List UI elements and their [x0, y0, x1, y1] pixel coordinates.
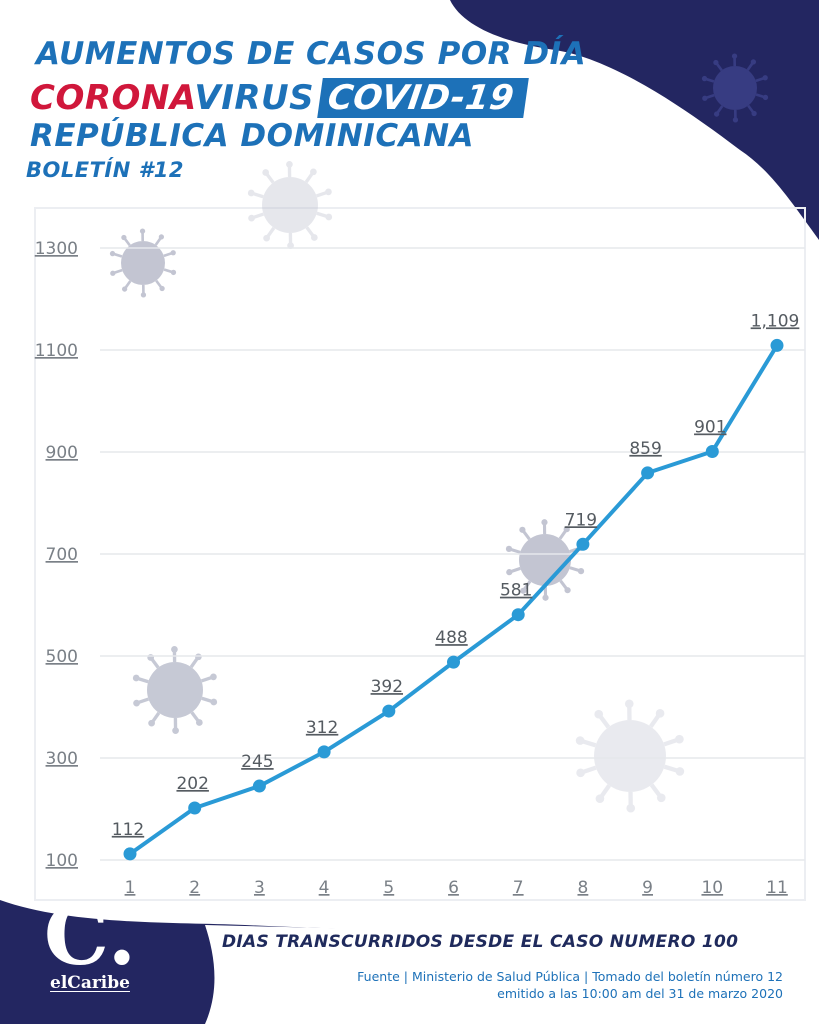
data-label: 202	[176, 774, 208, 794]
title-virus: VIRUS	[194, 78, 315, 118]
x-tick-label: 4	[319, 878, 330, 898]
x-axis-label: DIAS TRANSCURRIDOS DESDE EL CASO NUMERO …	[222, 932, 739, 952]
y-tick-label: 500	[46, 647, 78, 667]
data-label: 859	[629, 439, 661, 459]
data-label: 245	[241, 752, 273, 772]
top-right-navy-shape	[450, 0, 819, 240]
coronavirus-icon	[132, 646, 218, 734]
data-label: 901	[694, 417, 726, 437]
data-point	[252, 779, 266, 793]
y-tick-label: 700	[46, 545, 78, 565]
data-labels: 112 202 245 312 392 488 581 719 859 901 1,109	[112, 311, 800, 839]
data-label: 488	[435, 628, 467, 648]
logo-name: elCaribe	[50, 973, 130, 993]
data-label: 1,109	[751, 311, 800, 331]
x-tick-label: 3	[254, 878, 265, 898]
y-tick-label: 900	[46, 443, 78, 463]
x-tick-label: 2	[189, 878, 200, 898]
logo-mark: C.	[43, 888, 137, 984]
data-label: 112	[112, 820, 144, 840]
data-point	[447, 655, 460, 669]
data-point	[511, 608, 525, 622]
x-tick-label: 10	[701, 878, 723, 898]
y-axis-ticks: 100 300 500 700 900 1100 1300	[35, 239, 78, 871]
title-line-2: CORONAVIRUS COVID-19	[30, 78, 529, 118]
coronavirus-icon	[109, 228, 177, 298]
data-label: 719	[565, 510, 597, 530]
coronavirus-icon	[701, 53, 769, 123]
x-tick-label: 5	[383, 878, 394, 898]
source-line-2: emitido a las 10:00 am del 31 de marzo 2…	[497, 986, 783, 1001]
data-point	[123, 847, 137, 861]
data-point	[382, 704, 396, 718]
decorative-icons	[109, 53, 769, 813]
title-corona: CORONA	[30, 78, 195, 118]
y-tick-label: 1100	[35, 341, 78, 361]
x-tick-label: 8	[577, 878, 588, 898]
data-point	[188, 801, 202, 815]
coronavirus-icon	[247, 161, 333, 249]
y-tick-label: 300	[46, 749, 78, 769]
bottom-band-white	[205, 925, 819, 1024]
source-note: Fuente | Ministerio de Salud Pública | T…	[357, 968, 783, 1002]
elcaribe-logo: C. elCaribe	[40, 895, 140, 993]
coronavirus-icon	[575, 699, 685, 813]
bulletin-number: BOLETÍN #12	[26, 158, 184, 182]
grid-lines	[100, 247, 805, 861]
data-label: 312	[306, 718, 338, 738]
y-tick-label: 100	[46, 851, 78, 871]
data-point	[576, 537, 590, 551]
y-tick-label: 1300	[35, 239, 78, 259]
title-line-3: REPÚBLICA DOMINICANA	[30, 118, 475, 154]
source-line-1: Fuente | Ministerio de Salud Pública | T…	[357, 969, 783, 984]
data-point	[770, 338, 784, 352]
data-point	[705, 444, 719, 458]
x-axis-ticks: 1 2 3 4 5 6 7 8 9 10 11	[125, 878, 788, 898]
data-point	[317, 745, 331, 759]
title-line-1: AUMENTOS DE CASOS POR DÍA	[36, 36, 587, 72]
data-points	[123, 338, 784, 861]
x-tick-label: 7	[513, 878, 524, 898]
data-label: 392	[371, 677, 403, 697]
series-line	[128, 344, 779, 856]
data-label: 581	[500, 581, 532, 601]
x-tick-label: 11	[766, 878, 788, 898]
data-point	[641, 466, 655, 480]
x-tick-label: 1	[125, 878, 136, 898]
x-tick-label: 9	[642, 878, 653, 898]
x-tick-label: 6	[448, 878, 459, 898]
